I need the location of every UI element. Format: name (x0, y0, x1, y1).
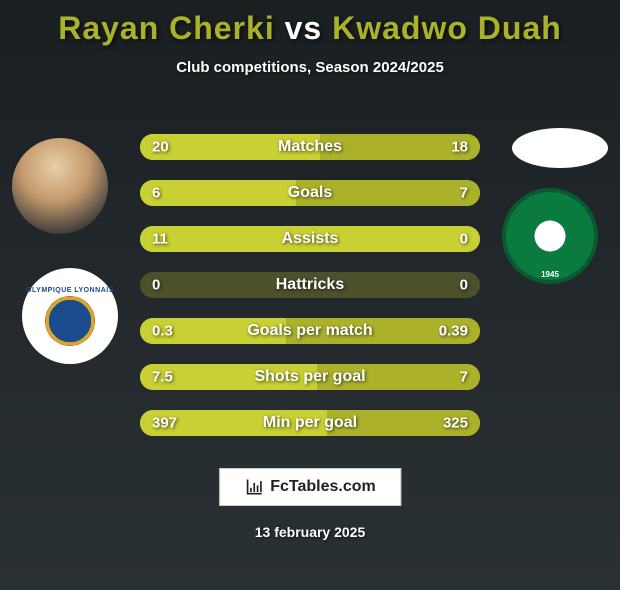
stat-value-right: 0 (460, 277, 468, 294)
stat-value-right: 325 (443, 415, 468, 432)
club-left-inner (45, 296, 95, 346)
player1-avatar (12, 138, 108, 234)
vs-text: vs (285, 10, 323, 46)
stat-value-right: 7 (460, 185, 468, 202)
stat-label: Hattricks (276, 276, 344, 294)
stat-label: Shots per goal (254, 368, 365, 386)
comparison-title: Rayan Cherki vs Kwadwo Duah (0, 10, 620, 47)
footer-site: FcTables.com (270, 478, 376, 496)
club-left-text: OLYMPIQUE LYONNAIS (26, 287, 114, 294)
stat-row: 0 0 Hattricks (140, 272, 480, 298)
stat-value-left: 397 (152, 415, 177, 432)
stat-value-right: 7 (460, 369, 468, 386)
stat-label: Min per goal (263, 414, 357, 432)
stat-label: Assists (282, 230, 339, 248)
stat-label: Goals per match (247, 322, 372, 340)
stat-label: Goals (288, 184, 332, 202)
player1-name: Rayan Cherki (58, 10, 275, 46)
stats-container: 2018Matches67Goals110Assists00Hattricks0… (140, 134, 480, 456)
stat-value-right: 18 (451, 139, 468, 156)
club-right-eagle (523, 209, 577, 263)
stat-row: 7.5 7 Shots per goal (140, 364, 480, 390)
stat-label: Matches (278, 138, 342, 156)
stat-value-right: 0.39 (439, 323, 468, 340)
stat-value-left: 20 (152, 139, 169, 156)
footer-badge: FcTables.com (219, 468, 401, 506)
stat-fill-left (140, 180, 296, 206)
stat-value-left: 11 (152, 231, 168, 248)
stat-value-right: 0 (460, 231, 468, 248)
club-logo-left: OLYMPIQUE LYONNAIS (22, 268, 118, 364)
player2-name: Kwadwo Duah (332, 10, 562, 46)
chart-icon (244, 477, 264, 497)
stat-row: 20 18 Matches (140, 134, 480, 160)
stat-row: 397 325 Min per goal (140, 410, 480, 436)
stat-value-left: 0 (152, 277, 160, 294)
stat-value-left: 7.5 (152, 369, 173, 386)
stat-value-left: 0.3 (152, 323, 173, 340)
footer-date: 13 february 2025 (0, 524, 620, 540)
stat-row: 0.3 0.39 Goals per match (140, 318, 480, 344)
club-logo-right (502, 188, 598, 284)
player2-avatar (512, 128, 608, 168)
subtitle: Club competitions, Season 2024/2025 (0, 59, 620, 76)
stat-row: 6 7 Goals (140, 180, 480, 206)
stat-row: 11 0 Assists (140, 226, 480, 252)
stat-value-left: 6 (152, 185, 160, 202)
